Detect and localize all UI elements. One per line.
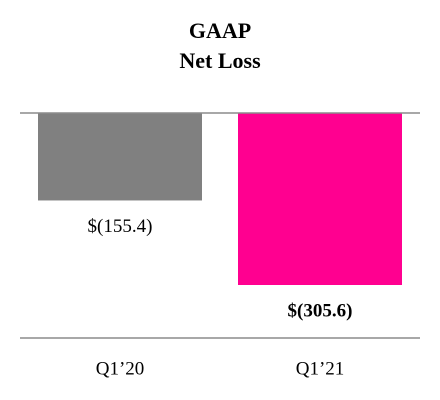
bar <box>238 113 402 285</box>
value-label: $(155.4) <box>88 216 153 237</box>
bar <box>38 113 202 201</box>
x-tick-label: Q1’21 <box>296 358 345 379</box>
value-label: $(305.6) <box>288 300 353 321</box>
chart-title: GAAP <box>189 18 251 43</box>
chart-subtitle: Net Loss <box>179 48 261 73</box>
x-tick-label: Q1’20 <box>96 358 145 379</box>
